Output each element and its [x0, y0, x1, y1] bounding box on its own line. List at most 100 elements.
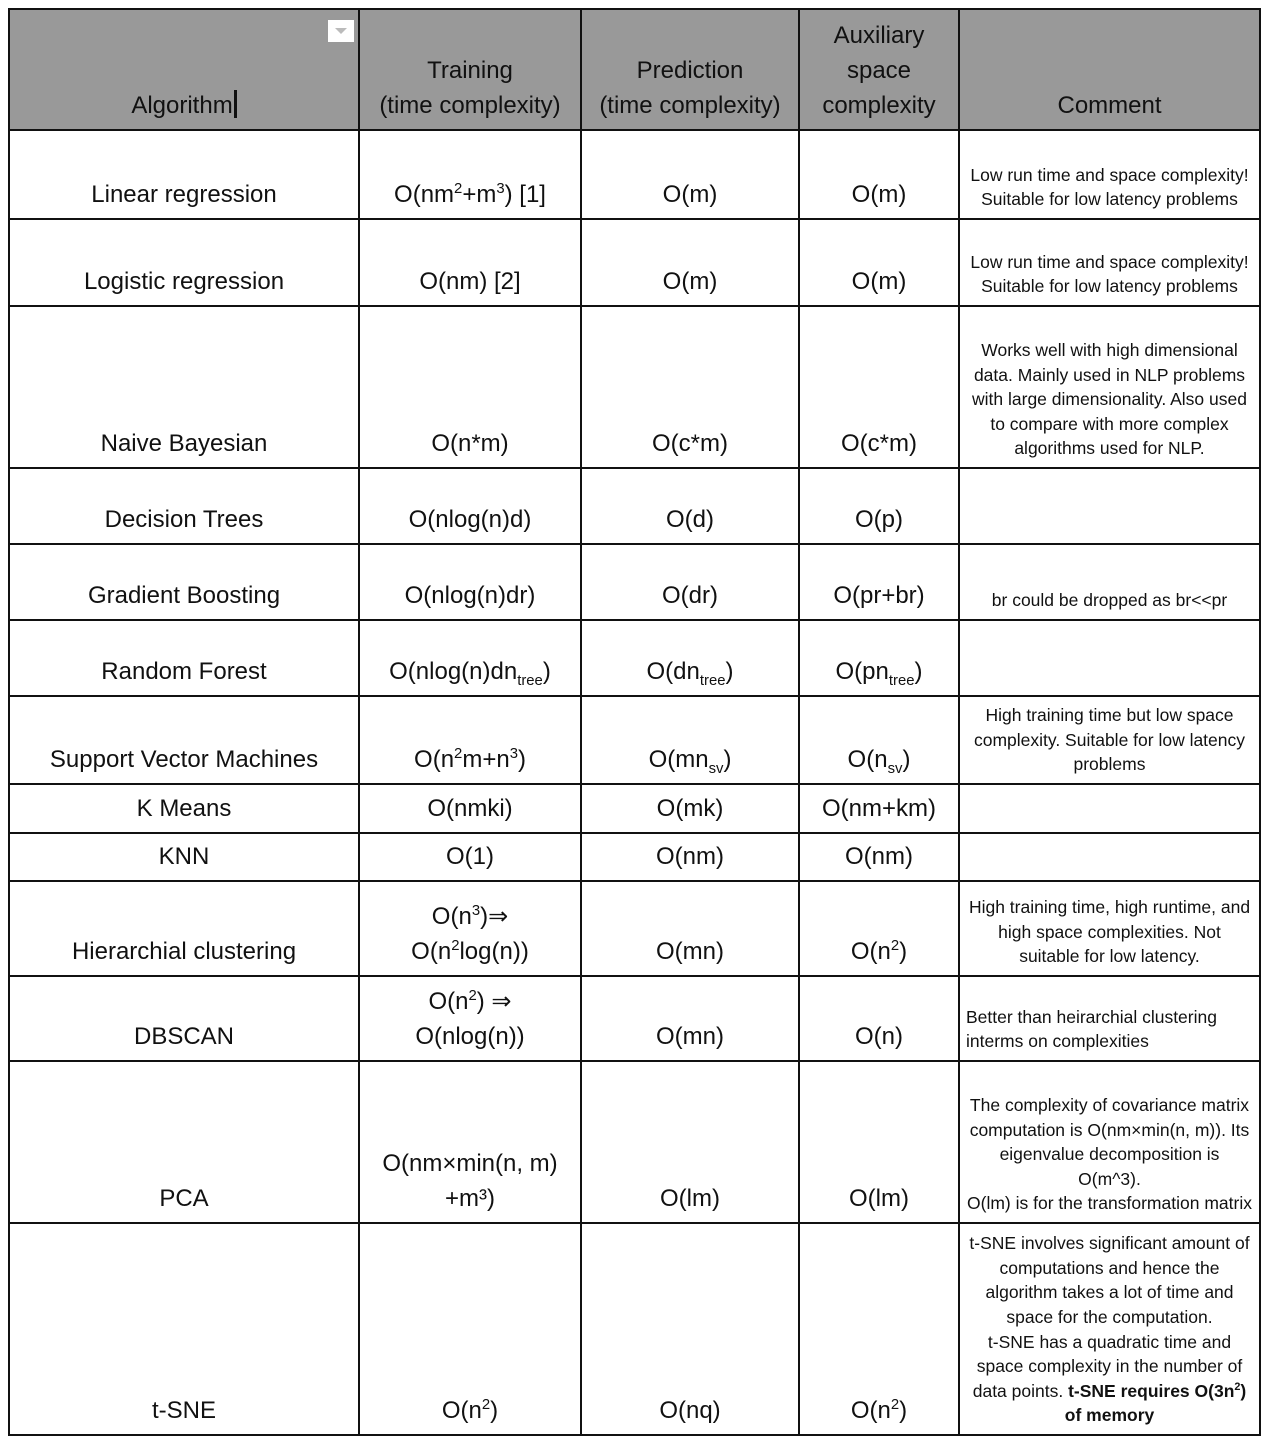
text-segment: O(nm	[394, 181, 455, 208]
cell-prediction[interactable]: O(dr)	[580, 543, 800, 621]
text-segment: O(mn)	[656, 1023, 724, 1050]
header-comment[interactable]: Comment	[958, 8, 1261, 131]
cell-comment[interactable]: Better than heirarchial clustering inter…	[958, 975, 1261, 1062]
cell-space[interactable]: O(n2)	[798, 880, 960, 977]
text-segment: O(m)	[851, 268, 907, 295]
superscript: 2	[454, 746, 463, 762]
cell-training[interactable]: O(n*m)	[358, 305, 582, 469]
text-segment: )	[542, 658, 551, 685]
cell-algorithm[interactable]: Decision Trees	[8, 467, 360, 545]
cell-prediction[interactable]: O(mk)	[580, 783, 800, 834]
superscript: 3	[496, 181, 505, 197]
cell-space[interactable]: O(nm+km)	[798, 783, 960, 834]
header-prediction[interactable]: Prediction (time complexity)	[580, 8, 800, 131]
cell-space[interactable]: O(m)	[798, 218, 960, 307]
text-segment: )⇒ O(n	[411, 903, 509, 965]
cell-comment[interactable]	[958, 619, 1261, 697]
cell-training[interactable]: O(n2m+n3)	[358, 695, 582, 785]
cell-space[interactable]: O(pntree)	[798, 619, 960, 697]
cell-comment[interactable]	[958, 783, 1261, 834]
cell-space[interactable]: O(nsv)	[798, 695, 960, 785]
cell-training[interactable]: O(nlog(n)dntree)	[358, 619, 582, 697]
text-segment: O(n	[431, 903, 472, 930]
cell-training[interactable]: O(nm2+m3) [1]	[358, 129, 582, 220]
cell-training[interactable]: O(n2) ⇒ O(nlog(n))	[358, 975, 582, 1062]
cell-prediction[interactable]: O(nq)	[580, 1222, 800, 1436]
cell-training[interactable]: O(nmki)	[358, 783, 582, 834]
cell-training[interactable]: O(nlog(n)dr)	[358, 543, 582, 621]
cell-training[interactable]: O(1)	[358, 832, 582, 882]
cell-algorithm[interactable]: DBSCAN	[8, 975, 360, 1062]
cell-algorithm[interactable]: PCA	[8, 1060, 360, 1224]
text-segment: br could be dropped as br<<pr	[991, 590, 1228, 611]
cell-prediction[interactable]: O(mn)	[580, 880, 800, 977]
cell-comment[interactable]: Low run time and space complexity! Suita…	[958, 129, 1261, 220]
header-space[interactable]: Auxiliary space complexity	[798, 8, 960, 131]
text-segment: O(mk)	[656, 795, 724, 822]
cell-algorithm[interactable]: Logistic regression	[8, 218, 360, 307]
superscript: 3	[471, 903, 481, 919]
cell-algorithm[interactable]: Support Vector Machines	[8, 695, 360, 785]
superscript: 2	[468, 988, 477, 1004]
table-row: DBSCAN O(n2) ⇒ O(nlog(n)) O(mn) O(n) Better …	[8, 975, 1261, 1062]
dropdown-arrow-icon[interactable]	[328, 20, 354, 42]
cell-algorithm[interactable]: Linear regression	[8, 129, 360, 220]
cell-training[interactable]: O(nm×min(n, m) +m³)	[358, 1060, 582, 1224]
cell-space[interactable]: O(p)	[798, 467, 960, 545]
header-row: Algorithm Training (time complexity) Pre…	[8, 8, 1261, 131]
text-segment: Better than heirarchial clustering inter…	[966, 1006, 1217, 1052]
cell-space[interactable]: O(nm)	[798, 832, 960, 882]
cell-comment[interactable]: Low run time and space complexity! Suita…	[958, 218, 1261, 307]
table-row: PCA O(nm×min(n, m) +m³) O(lm) O(lm) The comp…	[8, 1060, 1261, 1224]
cell-space[interactable]: O(lm)	[798, 1060, 960, 1224]
text-segment: O(nlog(n)d)	[408, 506, 532, 533]
header-training[interactable]: Training (time complexity)	[358, 8, 582, 131]
cell-prediction[interactable]: O(m)	[580, 218, 800, 307]
cell-comment[interactable]: The complexity of covariance matrix comp…	[958, 1060, 1261, 1224]
cell-prediction[interactable]: O(mn)	[580, 975, 800, 1062]
cell-algorithm[interactable]: KNN	[8, 832, 360, 882]
cell-space[interactable]: O(pr+br)	[798, 543, 960, 621]
text-segment: O(n	[414, 746, 455, 773]
cell-training[interactable]: O(nm) [2]	[358, 218, 582, 307]
text-segment: )	[517, 746, 526, 773]
cell-prediction[interactable]: O(c*m)	[580, 305, 800, 469]
text-segment: O(m)	[662, 181, 718, 208]
cell-comment[interactable]: High training time but low space complex…	[958, 695, 1261, 785]
cell-algorithm[interactable]: Random Forest	[8, 619, 360, 697]
cell-comment[interactable]: Works well with high dimensional data. M…	[958, 305, 1261, 469]
cell-prediction[interactable]: O(dntree)	[580, 619, 800, 697]
cell-comment[interactable]: t-SNE involves significant amount of com…	[958, 1222, 1261, 1436]
cell-comment[interactable]	[958, 467, 1261, 545]
cell-space[interactable]: O(n2)	[798, 1222, 960, 1436]
text-segment: ) of memory	[1064, 1380, 1247, 1426]
cell-prediction[interactable]: O(nm)	[580, 832, 800, 882]
cell-training[interactable]: O(nlog(n)d)	[358, 467, 582, 545]
cell-prediction[interactable]: O(m)	[580, 129, 800, 220]
cell-space[interactable]: O(m)	[798, 129, 960, 220]
cell-comment[interactable]: br could be dropped as br<<pr	[958, 543, 1261, 621]
cell-algorithm[interactable]: Naive Bayesian	[8, 305, 360, 469]
cell-prediction[interactable]: O(d)	[580, 467, 800, 545]
text-segment: The complexity of covariance matrix comp…	[967, 1095, 1252, 1214]
text-segment: m+n	[462, 746, 510, 773]
cell-training[interactable]: O(n2)	[358, 1222, 582, 1436]
header-algorithm[interactable]: Algorithm	[8, 8, 360, 131]
text-segment: )	[914, 658, 923, 685]
cell-space[interactable]: O(c*m)	[798, 305, 960, 469]
cell-algorithm[interactable]: Hierarchial clustering	[8, 880, 360, 977]
cell-algorithm[interactable]: t-SNE	[8, 1222, 360, 1436]
cell-comment[interactable]: High training time, high runtime, and hi…	[958, 880, 1261, 977]
subscript: tree	[699, 672, 726, 689]
text-segment: O(mn	[648, 746, 709, 773]
cell-prediction[interactable]: O(lm)	[580, 1060, 800, 1224]
text-segment: O(m)	[662, 268, 718, 295]
table-row: Naive Bayesian O(n*m) O(c*m) O(c*m) Works we…	[8, 305, 1261, 469]
cell-training[interactable]: O(n3)⇒ O(n2log(n))	[358, 880, 582, 977]
cell-algorithm[interactable]: Gradient Boosting	[8, 543, 360, 621]
text-segment: t-SNE involves significant amount of com…	[969, 1233, 1250, 1401]
cell-algorithm[interactable]: K Means	[8, 783, 360, 834]
cell-prediction[interactable]: O(mnsv)	[580, 695, 800, 785]
cell-comment[interactable]	[958, 832, 1261, 882]
cell-space[interactable]: O(n)	[798, 975, 960, 1062]
